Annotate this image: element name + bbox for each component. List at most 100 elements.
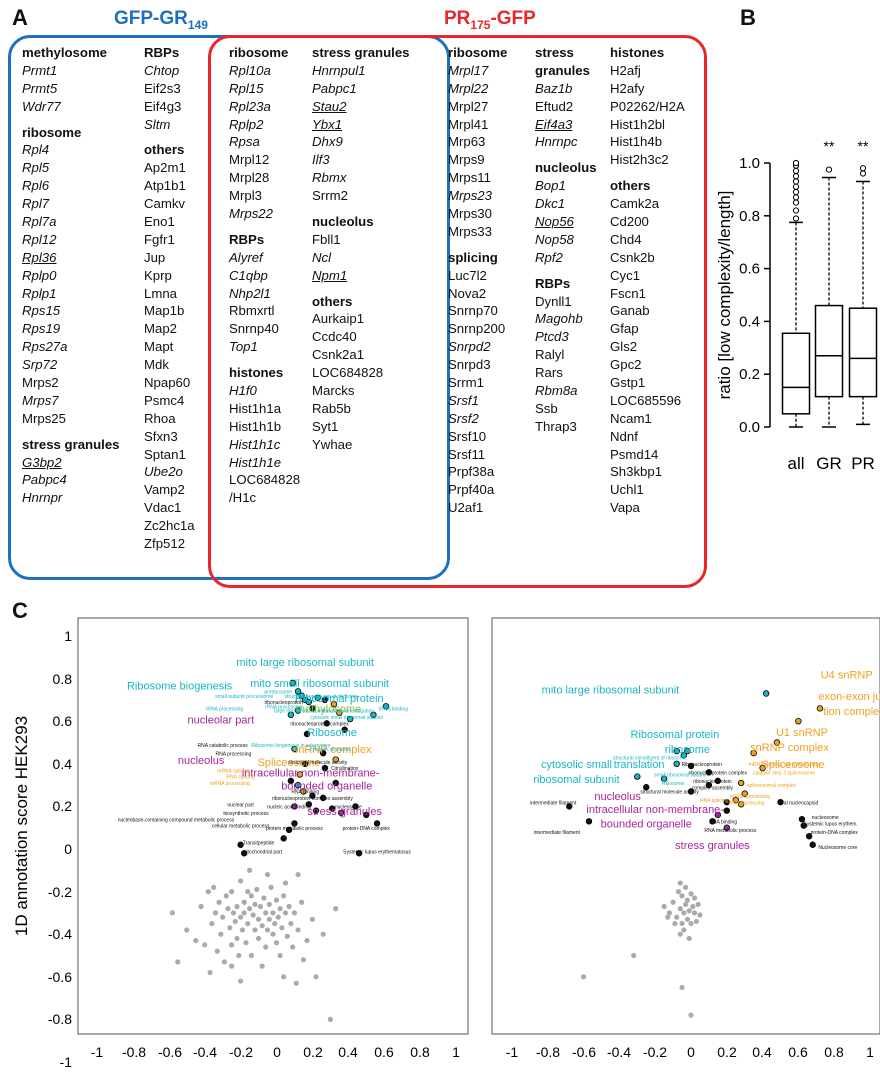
annotation-label-small: rRNA processing xyxy=(265,704,303,710)
gray-point xyxy=(282,910,289,916)
protein-name: Nop58 xyxy=(535,231,574,247)
category-heading: granules xyxy=(535,62,590,78)
protein-name: Pabpc4 xyxy=(22,472,67,488)
gray-point xyxy=(238,878,244,884)
annotation-label-small: nucleosome xyxy=(335,805,362,811)
annotation-label-small: cytosolic small ribosomal subunit xyxy=(310,715,383,721)
x-tick-label: -1 xyxy=(91,1044,104,1060)
gray-point xyxy=(207,969,213,976)
annotation-point xyxy=(566,803,573,810)
gray-point xyxy=(266,901,272,907)
protein-name: Mapt xyxy=(144,339,174,355)
annotation-label-small: Systemic lupus erythem. xyxy=(803,822,857,828)
protein-name: /H1c xyxy=(229,490,257,506)
protein-name: Hist1h4b xyxy=(610,134,663,150)
protein-name: Vamp2 xyxy=(144,482,185,498)
annotation-label: ribosomal subunit xyxy=(533,774,619,786)
protein-name: Srp72 xyxy=(22,357,58,373)
gray-point xyxy=(683,884,689,890)
spacer xyxy=(312,205,410,213)
annotation-point xyxy=(346,715,354,723)
annotation-label: Spliceosome xyxy=(258,757,321,769)
gray-point xyxy=(218,931,224,937)
annotation-label-small: rRNA binding xyxy=(378,707,408,713)
protein-name: Camk2a xyxy=(610,196,660,212)
protein-name: Ssb xyxy=(535,400,558,416)
y-tick-label: -0.4 xyxy=(48,926,72,942)
protein-name: Zfp512 xyxy=(144,536,186,552)
category-heading: stress xyxy=(535,45,574,60)
category-heading: others xyxy=(312,293,353,309)
y-axis-label: 1D annotation score HEK293 xyxy=(12,716,31,936)
protein-name: Prpf40a xyxy=(448,482,495,498)
outlier-point xyxy=(792,173,800,180)
protein-name: Syt1 xyxy=(312,418,339,434)
category-heading: splicing xyxy=(448,249,498,265)
spacer xyxy=(312,285,410,293)
protein-name: Snrpd3 xyxy=(448,357,491,373)
protein-name: Hist1h1b xyxy=(229,418,282,434)
protein-name: Ganab xyxy=(610,303,650,319)
protein-name: Chd4 xyxy=(610,231,642,247)
protein-name: Hnrnpc xyxy=(535,134,578,150)
protein-name: Srsf1 xyxy=(448,392,479,408)
annotation-point xyxy=(341,726,348,733)
y-tick-label: 0.2 xyxy=(53,798,73,814)
gray-point xyxy=(674,914,680,920)
annotation-point xyxy=(705,769,713,776)
x-tick-label: 0.4 xyxy=(752,1044,772,1060)
protein-name: Dhx9 xyxy=(312,134,343,150)
annotation-label-small: intermediate filament xyxy=(534,830,581,836)
protein-name: Snrnp70 xyxy=(448,303,498,319)
protein-name: Sptan1 xyxy=(144,446,186,462)
annotation-point xyxy=(723,824,730,831)
significance-label: ** xyxy=(858,138,869,154)
gray-point xyxy=(677,880,683,886)
protein-name: Prmt1 xyxy=(22,62,58,78)
protein-name: Aurkaip1 xyxy=(312,311,365,327)
protein-name: Snrnp200 xyxy=(448,321,506,337)
gray-point xyxy=(281,893,287,899)
box-GR xyxy=(814,304,844,398)
gray-point xyxy=(277,906,283,912)
annotation-point xyxy=(809,841,816,848)
gray-point xyxy=(681,927,687,933)
gray-point xyxy=(273,897,280,903)
protein-name: Ralyl xyxy=(535,347,565,363)
annotation-point xyxy=(355,850,363,857)
annotation-label-small: complex assembly xyxy=(692,785,734,791)
gray-point xyxy=(320,931,326,937)
protein-name: Ube2o xyxy=(144,464,183,480)
gray-point xyxy=(695,901,701,907)
plot-frame xyxy=(77,617,469,1035)
gray-point xyxy=(282,880,289,886)
annotation-label: intracellular non-membrane- xyxy=(242,768,380,780)
annotation-label-small: catalytic step 2 spliceosome xyxy=(753,770,815,776)
protein-name: Eno1 xyxy=(144,214,175,230)
protein-name: Hnrnpr xyxy=(22,490,63,506)
annotation-label-small: mRNA splicing, via spliceosome xyxy=(749,762,820,768)
gray-point xyxy=(275,914,281,920)
annotation-point xyxy=(714,777,722,785)
gray-point xyxy=(225,906,231,912)
annotation-label-small: RNA processing xyxy=(729,800,765,806)
protein-name: Mrps22 xyxy=(229,206,273,222)
gray-point xyxy=(688,920,694,927)
annotation-point xyxy=(319,749,327,757)
annotation-point xyxy=(287,711,295,719)
protein-name: Rpl12 xyxy=(22,231,57,247)
annotation-label-small: Ribosome xyxy=(662,781,685,787)
category-heading: nucleolus xyxy=(312,214,374,230)
protein-name: P02262/H2A xyxy=(610,98,685,114)
protein-name: Mrpl28 xyxy=(229,170,270,186)
scatter-charts: -1 -0.8 -0.6 -0.4 -0.2 0 0.2 0.4 0.6 0.8 1 1 0.8 0.6 0… xyxy=(12,617,880,1076)
outlier-point xyxy=(859,170,867,177)
protein-name: Camkv xyxy=(144,196,186,212)
gr-title-main: GFP-GR xyxy=(114,8,188,29)
gray-point xyxy=(169,910,175,916)
annotation-point xyxy=(294,688,302,695)
category-heading: others xyxy=(610,178,651,194)
protein-name: Srsf2 xyxy=(448,410,479,426)
annotation-point xyxy=(759,764,766,772)
protein-name: Rps15 xyxy=(22,303,61,319)
